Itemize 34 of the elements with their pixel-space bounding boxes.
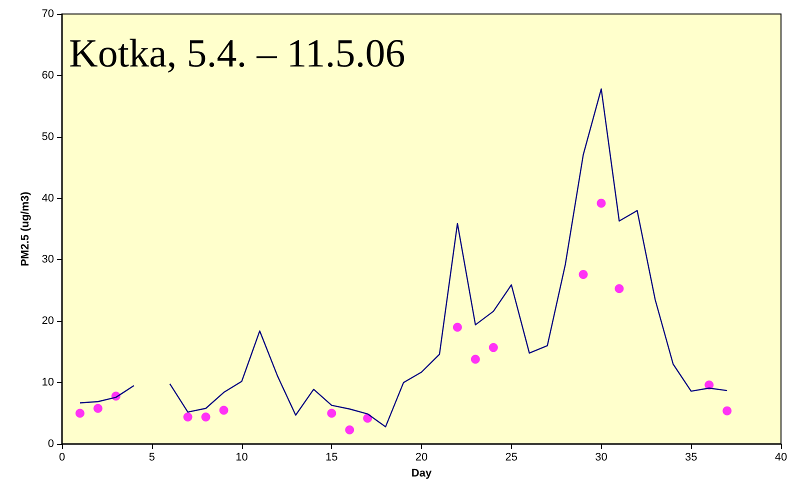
y-tick-label: 20 [42,315,54,328]
chart-title: Kotka, 5.4. – 11.5.06 [69,30,406,76]
y-axis-title: PM2.5 (ug/m3) [19,191,32,266]
x-tick-label: 15 [326,452,338,464]
x-tick-label: 20 [415,452,428,464]
x-tick-label: 25 [505,452,518,464]
point [219,406,228,415]
y-tick-label: 40 [42,192,54,204]
x-axis-title: Day [411,467,432,480]
point [578,270,588,279]
point [345,425,354,434]
point [93,404,102,413]
x-tick-label: 10 [236,452,248,464]
y-tick-label: 50 [42,130,54,143]
point [327,408,336,418]
x-tick-label: 35 [685,452,698,464]
point [452,322,462,332]
point [596,198,606,208]
point [488,343,498,352]
point [201,412,210,422]
point [470,354,480,364]
y-tick-label: 0 [48,438,54,450]
x-tick-label: 5 [148,452,155,464]
x-tick-label: 30 [595,452,608,464]
x-tick-label: 40 [774,452,788,464]
y-tick-label: 10 [42,376,54,389]
point [614,284,624,294]
point [75,408,84,418]
x-tick-label: 0 [58,452,66,464]
point [183,412,192,422]
y-tick-label: 70 [42,8,54,20]
y-tick-label: 60 [42,69,54,82]
y-tick-label: 30 [42,254,54,266]
point [722,406,732,416]
